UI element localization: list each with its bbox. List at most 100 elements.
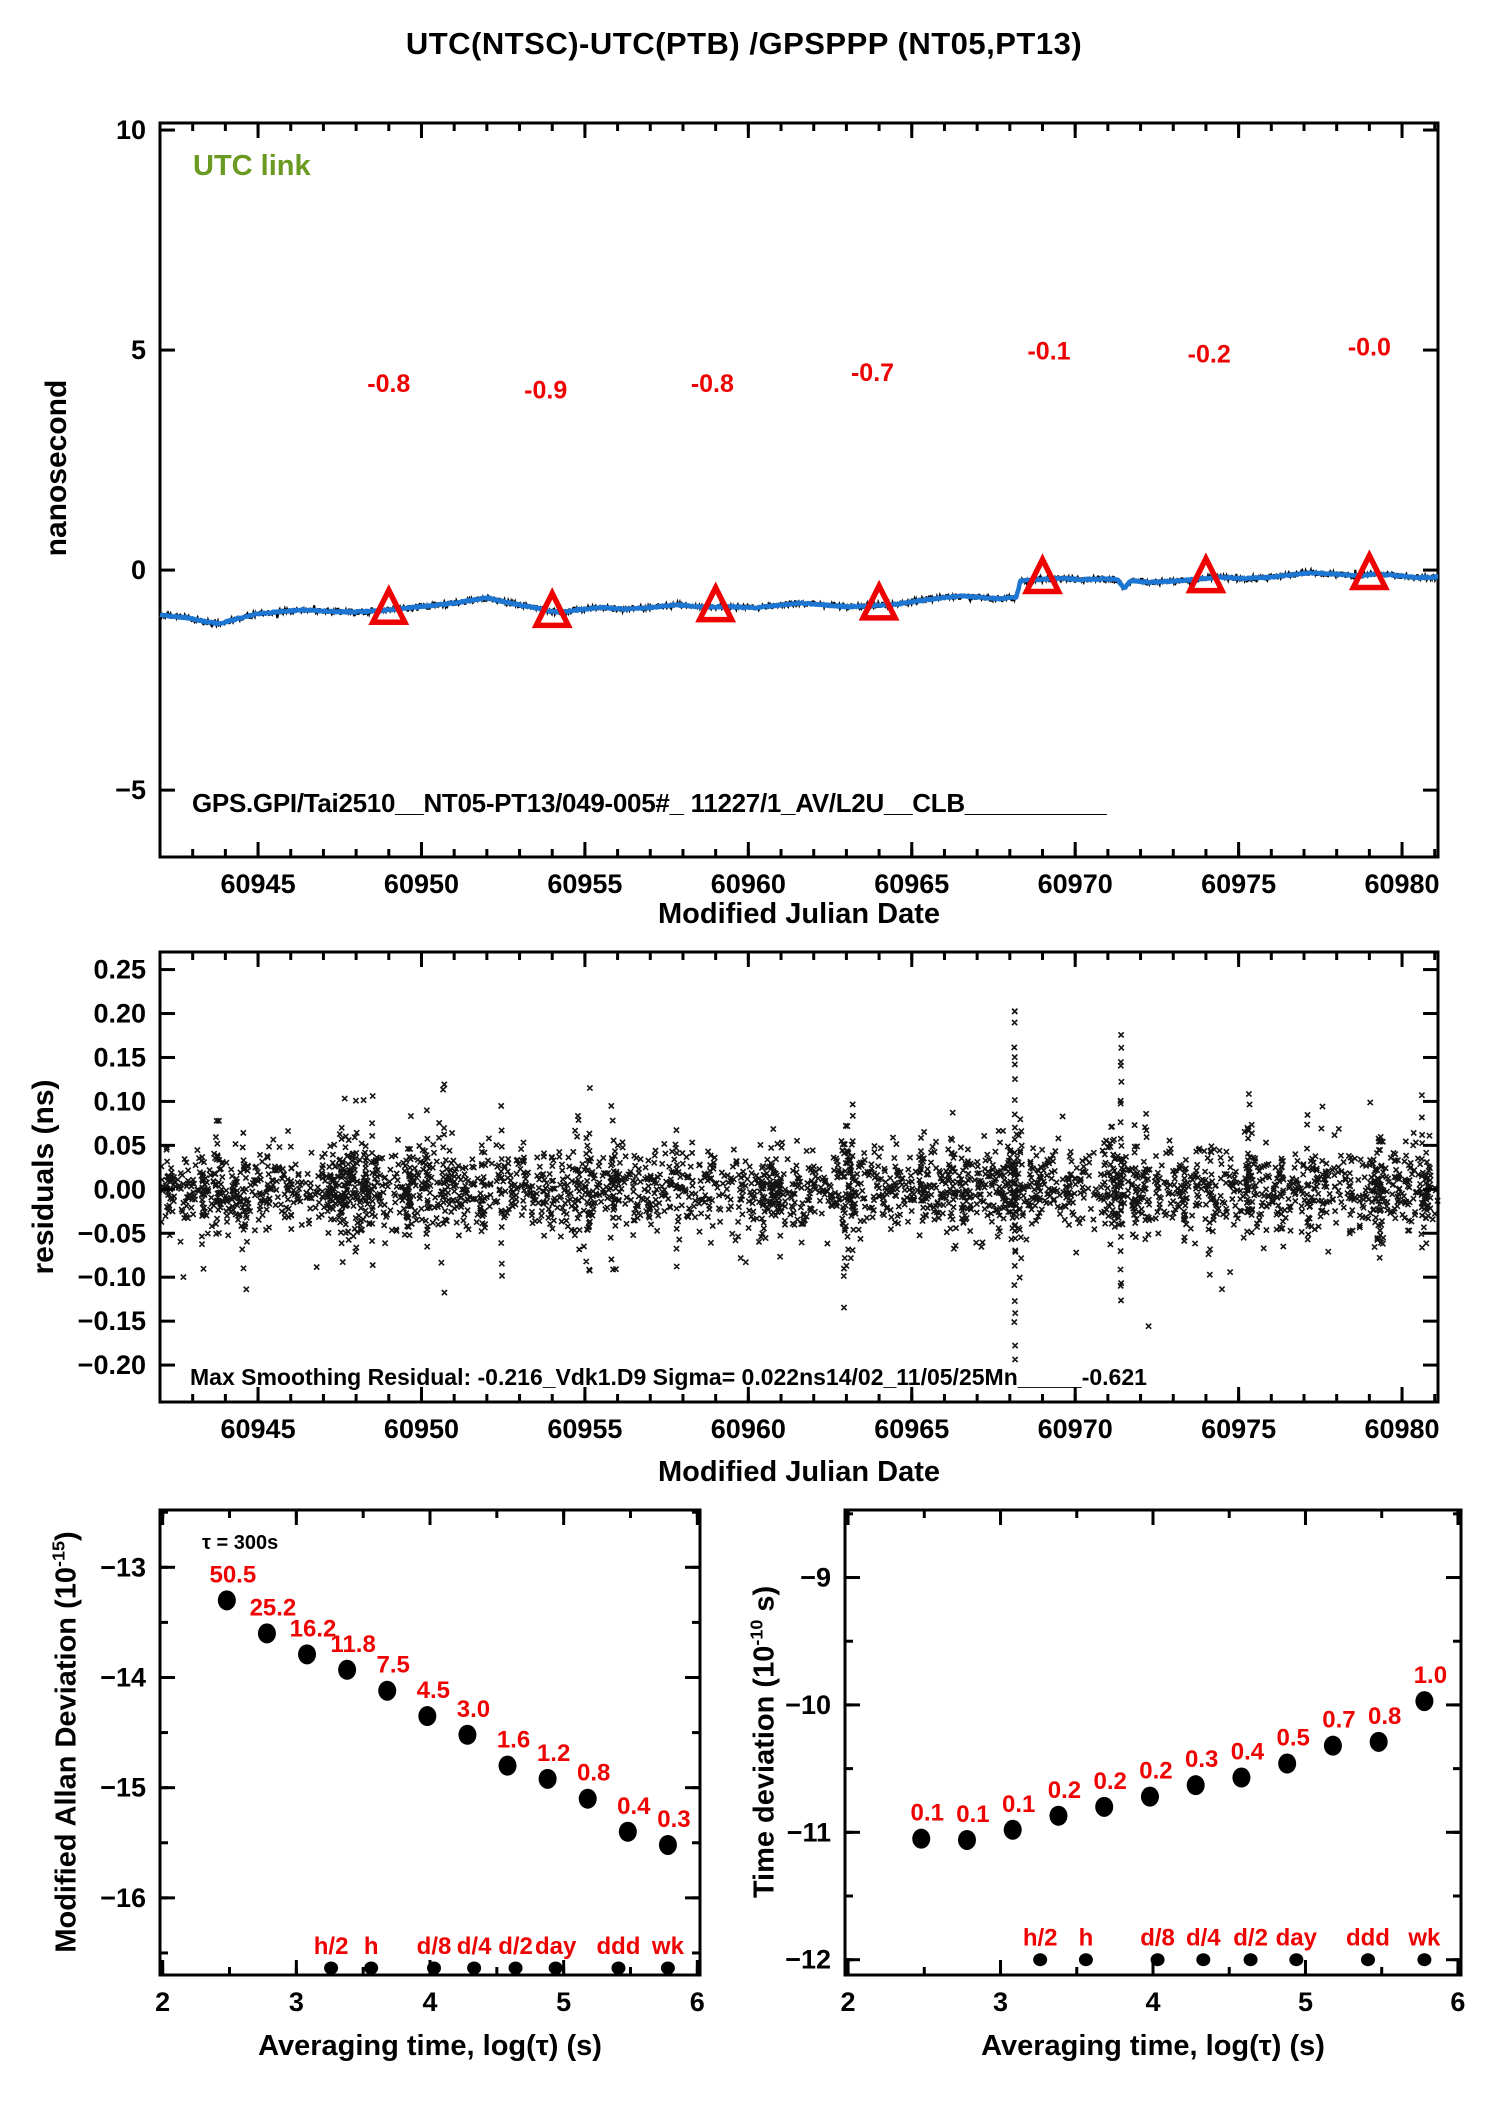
svg-text:-0.2: -0.2 <box>1188 340 1231 368</box>
svg-text:60945: 60945 <box>221 869 296 899</box>
tdev-x-axis-label: Averaging time, log(τ) (s) <box>981 2030 1325 2062</box>
svg-text:60975: 60975 <box>1201 869 1276 899</box>
svg-text:ddd: ddd <box>596 1933 640 1960</box>
svg-text:−12: −12 <box>785 1945 831 1975</box>
residuals-x-axis-label: Modified Julian Date <box>658 1456 940 1488</box>
svg-text:4.5: 4.5 <box>417 1677 450 1704</box>
tdev-label-post: s) <box>748 1585 781 1620</box>
svg-text:25.2: 25.2 <box>250 1594 297 1621</box>
svg-text:0: 0 <box>131 555 146 585</box>
tdev-label-pre: Time deviation (10 <box>748 1645 781 1899</box>
svg-text:day: day <box>1276 1925 1318 1952</box>
svg-text:-0.9: -0.9 <box>524 376 567 404</box>
svg-text:0.8: 0.8 <box>1368 1703 1401 1730</box>
svg-text:−0.05: −0.05 <box>78 1218 146 1248</box>
svg-text:-0.1: -0.1 <box>1027 338 1070 366</box>
svg-text:0.25: 0.25 <box>93 955 146 985</box>
svg-text:-0.8: -0.8 <box>691 370 734 398</box>
svg-text:−0.15: −0.15 <box>78 1306 146 1336</box>
svg-text:5: 5 <box>556 1987 571 2017</box>
svg-text:1.0: 1.0 <box>1414 1662 1447 1689</box>
svg-text:1.6: 1.6 <box>497 1727 530 1754</box>
svg-text:0.20: 0.20 <box>93 999 146 1029</box>
svg-text:60960: 60960 <box>711 869 786 899</box>
tdev-y-axis-label: Time deviation (10-10 s) <box>747 1586 782 1898</box>
svg-text:d/4: d/4 <box>457 1933 492 1960</box>
svg-text:0.3: 0.3 <box>1185 1746 1218 1773</box>
svg-text:60955: 60955 <box>547 1414 622 1444</box>
svg-text:60965: 60965 <box>874 1414 949 1444</box>
svg-text:−0.20: −0.20 <box>78 1350 146 1380</box>
madev-x-axis-label: Averaging time, log(τ) (s) <box>258 2030 602 2062</box>
svg-text:d/2: d/2 <box>498 1933 533 1960</box>
svg-text:0.00: 0.00 <box>93 1174 146 1204</box>
madev-label-post: ) <box>50 1531 83 1542</box>
svg-text:60960: 60960 <box>711 1414 786 1444</box>
svg-text:−11: −11 <box>787 1817 831 1847</box>
svg-text:−10: −10 <box>785 1690 831 1720</box>
madev-label-pre: Modified Allan Deviation (10 <box>50 1567 83 1953</box>
svg-text:60970: 60970 <box>1038 869 1113 899</box>
svg-text:0.2: 0.2 <box>1094 1768 1127 1795</box>
svg-text:d/8: d/8 <box>417 1933 452 1960</box>
svg-text:60980: 60980 <box>1364 869 1439 899</box>
svg-text:60970: 60970 <box>1038 1414 1113 1444</box>
svg-text:0.15: 0.15 <box>93 1042 146 1072</box>
svg-text:3.0: 3.0 <box>457 1696 490 1723</box>
residuals-y-axis-label: residuals (ns) <box>27 1079 60 1275</box>
svg-text:6: 6 <box>1450 1987 1465 2017</box>
svg-text:3: 3 <box>993 1987 1008 2017</box>
svg-text:50.5: 50.5 <box>209 1561 256 1588</box>
svg-text:10: 10 <box>116 115 146 145</box>
svg-text:d/4: d/4 <box>1186 1925 1221 1952</box>
svg-text:0.3: 0.3 <box>657 1806 690 1833</box>
svg-text:0.4: 0.4 <box>617 1793 651 1820</box>
svg-text:wk: wk <box>1407 1925 1441 1952</box>
svg-text:60965: 60965 <box>874 869 949 899</box>
svg-text:h: h <box>1079 1925 1094 1952</box>
svg-text:16.2: 16.2 <box>290 1615 337 1642</box>
svg-text:0.4: 0.4 <box>1231 1739 1265 1766</box>
svg-text:60945: 60945 <box>221 1414 296 1444</box>
svg-text:h/2: h/2 <box>1023 1925 1058 1952</box>
svg-text:−5: −5 <box>115 775 146 805</box>
svg-text:60955: 60955 <box>547 869 622 899</box>
gps-link-id-annotation: GPS.GPI/Tai2510__NT05-PT13/049-005#_ 112… <box>192 788 1107 818</box>
svg-text:−0.10: −0.10 <box>78 1262 146 1292</box>
svg-text:h/2: h/2 <box>314 1933 349 1960</box>
svg-text:h: h <box>364 1933 379 1960</box>
svg-text:0.7: 0.7 <box>1322 1707 1355 1734</box>
top-y-axis-label: nanosecond <box>40 379 73 557</box>
svg-text:0.2: 0.2 <box>1048 1777 1081 1804</box>
svg-text:0.1: 0.1 <box>956 1801 989 1828</box>
svg-text:0.10: 0.10 <box>93 1086 146 1116</box>
svg-text:day: day <box>535 1933 577 1960</box>
svg-text:wk: wk <box>651 1933 685 1960</box>
svg-text:ddd: ddd <box>1346 1925 1390 1952</box>
utc-link-annotation: UTC link <box>193 150 311 182</box>
svg-text:d/8: d/8 <box>1140 1925 1175 1952</box>
svg-text:−13: −13 <box>100 1552 146 1582</box>
svg-text:−9: −9 <box>800 1563 831 1593</box>
svg-text:−15: −15 <box>100 1773 146 1803</box>
svg-text:7.5: 7.5 <box>377 1652 410 1679</box>
tau-note: τ = 300s <box>202 1532 279 1554</box>
madev-label-sup: -15 <box>48 1541 69 1568</box>
svg-text:60950: 60950 <box>384 1414 459 1444</box>
svg-text:2: 2 <box>841 1987 856 2017</box>
svg-text:6: 6 <box>690 1987 705 2017</box>
max-smoothing-annotation: Max Smoothing Residual: -0.216_Vdk1.D9 S… <box>190 1364 1147 1390</box>
svg-text:5: 5 <box>131 335 146 365</box>
svg-text:4: 4 <box>422 1987 437 2017</box>
svg-text:-0.8: -0.8 <box>367 370 410 398</box>
svg-text:d/2: d/2 <box>1233 1925 1268 1952</box>
svg-text:-0.7: -0.7 <box>851 359 894 387</box>
svg-text:-0.0: -0.0 <box>1348 333 1391 361</box>
svg-text:0.1: 0.1 <box>1002 1791 1035 1818</box>
svg-text:0.8: 0.8 <box>577 1760 610 1787</box>
svg-text:4: 4 <box>1145 1987 1160 2017</box>
svg-text:3: 3 <box>289 1987 304 2017</box>
svg-text:1.2: 1.2 <box>537 1740 570 1767</box>
